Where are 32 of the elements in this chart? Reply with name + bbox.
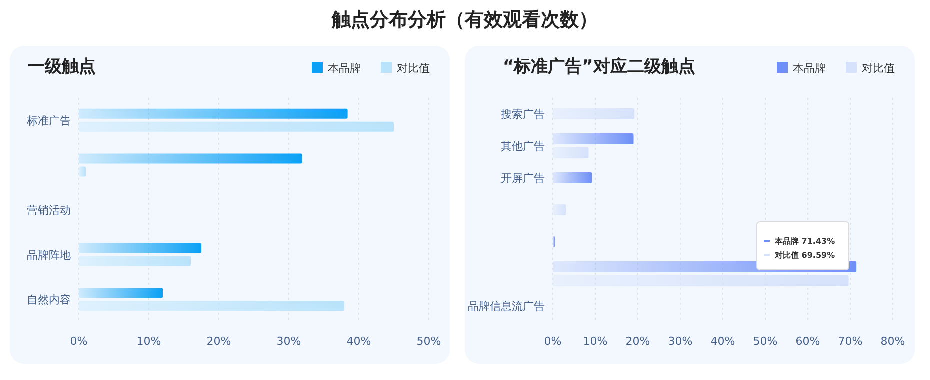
x-tick-label: 70% [838,335,863,348]
x-tick-label: 10% [136,335,162,348]
y-tick-label: 自然内容 [27,294,71,307]
chart-title: “标准广告”对应二级触点 [503,57,696,77]
x-tick-label: 50% [416,335,442,348]
y-tick-label: 其他广告 [501,140,545,153]
x-tick-label: 50% [753,335,778,348]
x-tick-label: 0% [544,335,562,348]
x-tick-label: 40% [346,335,372,348]
annotation: 本品牌 71.43% [774,237,836,246]
x-tick-label: 30% [276,335,302,348]
chart-subtitle: 一级触点 [28,57,96,77]
legend-label: 对比值 [862,62,895,75]
x-tick-label: 30% [668,335,693,348]
annotation: 对比值 69.59% [774,251,836,260]
y-tick-label: 营销活动 [27,204,71,217]
chart-title: 触点分布分析（有效观看次数） [331,9,598,31]
x-tick-label: 20% [626,335,650,348]
y-tick-label: 标准广告 [26,114,71,128]
y-tick-label: 品牌信息流广告 [468,300,545,313]
y-tick-label: 品牌阵地 [27,248,71,262]
x-tick-label: 60% [796,335,820,348]
x-tick-label: 20% [206,335,232,348]
legend-label: 对比值 [397,62,430,75]
x-tick-label: 10% [583,335,608,348]
y-tick-label: 开屏广告 [501,172,545,185]
x-tick-label: 0% [70,335,88,348]
y-tick-label: 搜索广告 [501,108,545,121]
legend-label: 本品牌 [793,62,826,75]
x-tick-label: 40% [710,335,736,348]
legend-label: 本品牌 [328,62,361,75]
x-tick-label: 80% [880,335,906,348]
